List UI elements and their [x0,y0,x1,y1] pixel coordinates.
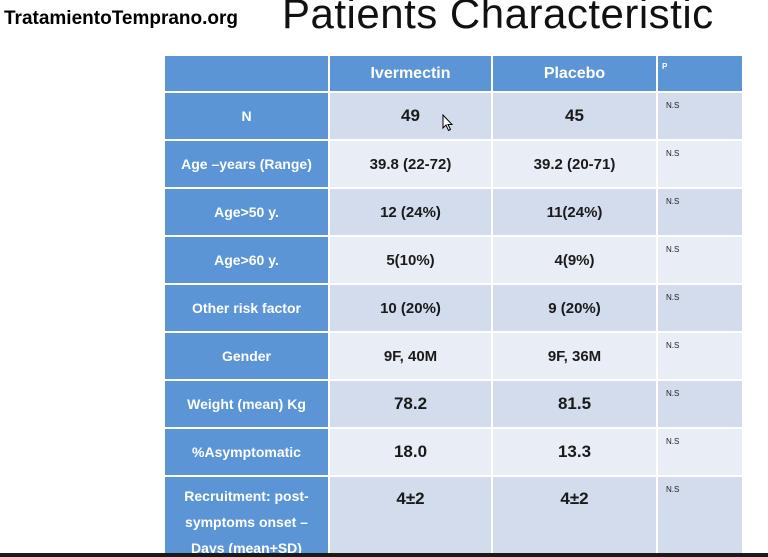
mouse-pointer-icon [442,114,454,132]
table-row: %Asymptomatic 18.0 13.3 N.S [163,427,744,477]
table-row: Age>50 y. 12 (24%) 11(24%) N.S [163,187,744,237]
p-value: N.S [656,379,744,429]
bottom-edge-bar [0,553,768,557]
placebo-value: 9F, 36M [491,331,658,381]
watermark-text: TratamientoTemprano.org [4,8,239,29]
ivermectin-value: 78.2 [328,379,493,429]
table-row: Age –years (Range) 39.8 (22-72) 39.2 (20… [163,139,744,189]
ivermectin-value: 49 [328,91,493,141]
ivermectin-value: 18.0 [328,427,493,477]
ivermectin-value: 10 (20%) [328,283,493,333]
p-value: N.S [656,139,744,189]
table-row: Other risk factor 10 (20%) 9 (20%) N.S [163,283,744,333]
placebo-value: 9 (20%) [491,283,658,333]
row-label: Gender [163,331,330,381]
row-label: Other risk factor [163,283,330,333]
ivermectin-value: 4±2 [328,475,493,557]
ivermectin-value: 39.8 (22-72) [328,139,493,189]
table-row: Age>60 y. 5(10%) 4(9%) N.S [163,235,744,285]
placebo-value: 39.2 (20-71) [491,139,658,189]
table-row: Recruitment: post-symptoms onset – Days … [163,475,744,557]
p-value: N.S [656,91,744,141]
ivermectin-value: 12 (24%) [328,187,493,237]
table-header-row: Ivermectin Placebo P [163,54,744,93]
ivermectin-value: 5(10%) [328,235,493,285]
placebo-value: 45 [491,91,658,141]
p-value: N.S [656,283,744,333]
placebo-value: 4±2 [491,475,658,557]
header-cell-blank [163,54,330,93]
table-row: Weight (mean) Kg 78.2 81.5 N.S [163,379,744,429]
placebo-value: 81.5 [491,379,658,429]
row-label: Weight (mean) Kg [163,379,330,429]
p-value: N.S [656,427,744,477]
row-label: Recruitment: post-symptoms onset – Days … [163,475,330,557]
row-label: %Asymptomatic [163,427,330,477]
row-label: Age>50 y. [163,187,330,237]
table-row: Gender 9F, 40M 9F, 36M N.S [163,331,744,381]
p-value: N.S [656,235,744,285]
patients-characteristic-table: Ivermectin Placebo P N 49 45 N.S Age –ye… [163,54,744,557]
placebo-value: 13.3 [491,427,658,477]
row-label: Age>60 y. [163,235,330,285]
table-row: N 49 45 N.S [163,91,744,141]
placebo-value: 4(9%) [491,235,658,285]
ivermectin-value: 9F, 40M [328,331,493,381]
row-label: N [163,91,330,141]
row-label: Age –years (Range) [163,139,330,189]
p-value: N.S [656,187,744,237]
header-cell-ivermectin: Ivermectin [328,54,493,93]
slide-title: Patients Characteristic [282,0,714,37]
placebo-value: 11(24%) [491,187,658,237]
header-cell-p-value: P [656,54,744,93]
header-cell-placebo: Placebo [491,54,658,93]
p-value: N.S [656,331,744,381]
p-value: N.S [656,475,744,557]
